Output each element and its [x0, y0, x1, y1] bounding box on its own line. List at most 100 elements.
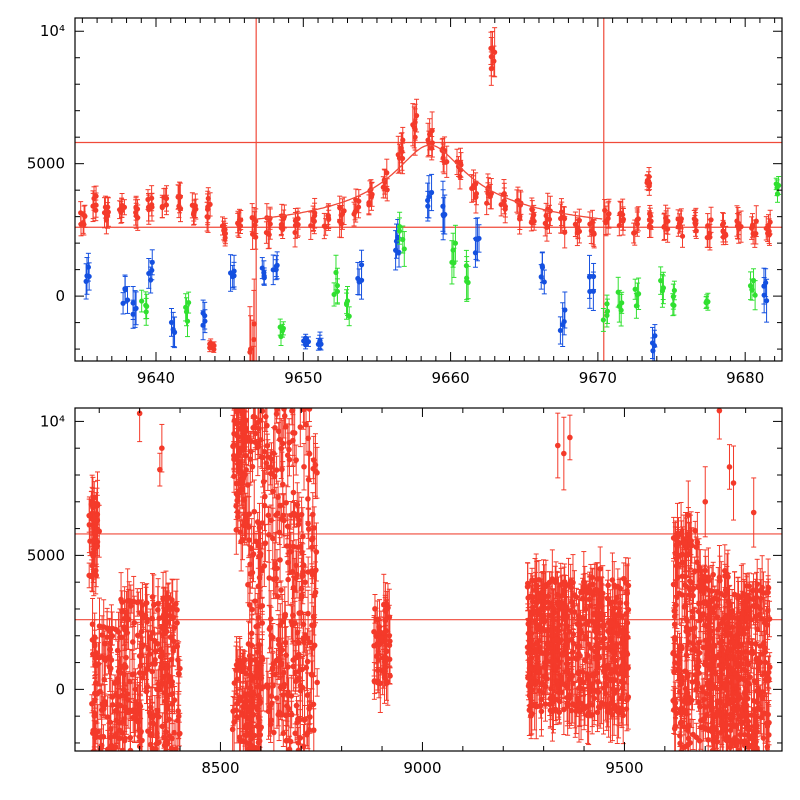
data-point [171, 316, 177, 348]
data-point [559, 201, 565, 234]
data-point [690, 573, 697, 604]
data-point [485, 182, 491, 205]
data-point [168, 308, 175, 337]
data-point [572, 211, 578, 238]
data-point [761, 267, 767, 305]
x-tick-label: 9640 [137, 369, 175, 387]
data-point [605, 202, 611, 235]
data-point [235, 210, 241, 237]
data-point [590, 262, 597, 291]
data-point [591, 218, 597, 247]
data-point [412, 108, 418, 151]
data-point [130, 299, 136, 329]
data-point [86, 498, 93, 533]
data-point [616, 289, 622, 323]
data-point [293, 695, 300, 716]
data-point [162, 187, 168, 207]
data-point [308, 211, 314, 240]
data-point [120, 667, 127, 713]
data-point [325, 203, 331, 228]
data-point [252, 211, 258, 240]
data-point [355, 261, 361, 296]
data-point [167, 592, 174, 626]
data-point [633, 293, 640, 319]
data-point [101, 657, 108, 702]
data-point [146, 194, 152, 225]
data-point [469, 174, 475, 203]
data-point [154, 633, 161, 655]
data-point [442, 194, 448, 235]
data-point [557, 316, 564, 345]
data-point [750, 268, 757, 293]
data-point [600, 307, 606, 332]
data-point [660, 271, 666, 305]
data-point [230, 264, 236, 289]
data-point [489, 30, 496, 68]
data-point [175, 641, 182, 706]
data-point [221, 220, 227, 241]
data-point [738, 210, 744, 243]
data-point [289, 408, 295, 426]
data-point [89, 539, 96, 593]
data-point [463, 249, 470, 282]
data-point [102, 195, 109, 219]
x-tick-label: 9670 [579, 369, 617, 387]
y-tick-label: 5000 [27, 155, 65, 173]
data-point [83, 263, 89, 300]
data-point [750, 222, 756, 245]
data-point [665, 207, 671, 235]
data-point [90, 192, 96, 220]
data-point [678, 208, 684, 230]
data-point [124, 672, 131, 715]
data-point [539, 251, 546, 284]
data-point [145, 709, 151, 751]
plot-frame [74, 17, 783, 362]
bottom-panel-light-curve: 8500 9000 9500 0 5000 10⁴ [27, 407, 783, 777]
data-point [498, 192, 504, 217]
data-point [134, 588, 141, 617]
data-point [765, 224, 771, 243]
data-point [735, 207, 741, 240]
data-point [98, 714, 105, 751]
data-point [658, 266, 664, 295]
data-point [604, 298, 611, 324]
data-point [398, 132, 404, 164]
plot-area [75, 408, 782, 751]
data-point [750, 477, 757, 548]
data-point [617, 200, 623, 227]
data-point [554, 412, 561, 479]
data-point [191, 204, 197, 222]
data-point [458, 159, 464, 180]
data-point [716, 408, 723, 440]
data-point [705, 213, 711, 239]
data-point [567, 414, 573, 461]
data-point [159, 196, 165, 219]
data-point [147, 625, 153, 651]
data-point [121, 717, 128, 751]
series-2 [139, 176, 782, 346]
data-point [302, 340, 309, 350]
y-tick-label: 10⁴ [40, 22, 65, 40]
data-point [693, 207, 699, 234]
data-point [137, 635, 144, 697]
data-point [261, 544, 268, 588]
data-point [632, 278, 638, 300]
data-point [331, 282, 337, 307]
data-point [429, 136, 435, 161]
data-point [95, 642, 102, 686]
data-point [529, 197, 535, 222]
series-0 [86, 408, 773, 751]
data-point [136, 408, 143, 443]
data-point [774, 179, 780, 197]
data-point [561, 416, 567, 491]
data-point [736, 214, 742, 244]
data-point [103, 205, 109, 235]
data-point [90, 542, 96, 571]
data-point [143, 678, 150, 705]
data-point [176, 194, 182, 219]
data-point [227, 254, 234, 292]
data-point [492, 27, 498, 78]
x-tick-label: 9500 [605, 759, 643, 777]
data-point [396, 217, 403, 245]
